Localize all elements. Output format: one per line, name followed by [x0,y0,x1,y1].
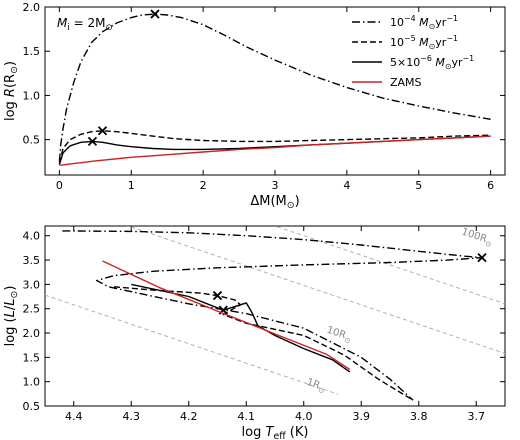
y-axis-label: log (L/L⊙) [3,286,20,347]
x-tick-label: 4.4 [65,410,83,423]
peak-marker [477,252,487,263]
y-tick-label: 0.5 [23,134,41,147]
mass-annotation: Mi = 2M⊙ [57,16,113,33]
radius-label: 100R⊙ [459,226,494,249]
series-line [113,286,414,401]
plot-area [45,226,505,401]
series-line [62,230,483,401]
legend-label: 10−5 M⊙yr−1 [390,34,458,51]
plot-frame [44,6,506,176]
series-line [131,283,351,373]
x-tick-label: 0 [56,179,63,192]
y-tick-label: 1.0 [23,89,41,102]
series-line [102,260,351,371]
y-tick-label: 1.5 [23,45,41,58]
x-tick-label: 5 [415,179,422,192]
x-tick-label: 4.2 [180,410,198,423]
x-axis-label: log Teff (K) [242,425,309,440]
peak-marker [97,126,108,136]
x-tick-label: 3.9 [353,410,371,423]
y-tick-label: 2.0 [23,327,41,340]
peak-marker [212,290,223,301]
radius-label: 1R⊙ [304,377,326,396]
x-tick-label: 4 [343,179,350,192]
peak-marker [87,136,98,147]
y-tick-label: 3.0 [23,278,41,291]
panel-hr-diagram: 4.4 4.3 4.2 4.1 4.0 3.9 3.8 3.7 0.5 1.0 1.5 2.0 2.5 3… [3,225,506,440]
radius-line [45,294,339,395]
panel-radius-vs-mass: 0 1 2 3 4 5 6 0.5 1.0 1.5 2.0 ΔM(M⊙) log R(R⊙) Mi = 2… [3,1,506,211]
y-tick-label: 2.5 [23,303,41,316]
legend-label: 5×10−6 M⊙yr−1 [390,54,474,71]
y-tick-label: 2.0 [23,1,41,14]
y-tick-label: 3.5 [23,254,41,267]
plot-frame [44,225,506,407]
plot-area [58,9,491,166]
x-tick-label: 4.0 [295,410,313,423]
x-tick-label: 4.3 [123,410,141,423]
y-tick-label: 0.5 [23,400,41,413]
radius-line [273,226,505,305]
legend-label: 10−4 M⊙yr−1 [390,14,458,31]
x-tick-label: 1 [128,179,135,192]
series-line [59,135,491,166]
radius-line [126,226,505,354]
x-tick-label: 6 [487,179,494,192]
y-axis-label: log R(R⊙) [3,61,20,121]
peak-marker [150,9,160,19]
x-tick-label: 4.1 [238,410,256,423]
x-tick-label: 2 [200,179,207,192]
series-line [58,130,491,164]
y-tick-label: 4.0 [23,230,41,243]
y-tick-label: 1.5 [23,351,41,364]
x-tick-label: 3 [272,179,279,192]
legend-label: ZAMS [390,76,422,89]
series-line [58,13,491,162]
x-tick-label: 3.7 [468,410,486,423]
y-tick-label: 1.0 [23,376,41,389]
x-tick-label: 3.8 [410,410,428,423]
radius-label: 10R⊙ [324,325,353,346]
series-line [58,135,491,165]
x-axis-label: ΔM(M⊙) [250,194,299,211]
